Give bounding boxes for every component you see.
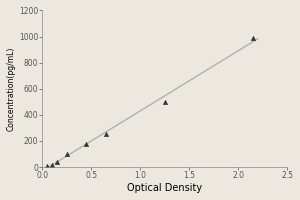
Point xyxy=(45,164,50,167)
Point xyxy=(64,152,69,156)
Point xyxy=(55,160,59,163)
Point xyxy=(162,100,167,103)
Y-axis label: Concentration(pg/mL): Concentration(pg/mL) xyxy=(7,47,16,131)
Point xyxy=(84,143,89,146)
X-axis label: Optical Density: Optical Density xyxy=(127,183,202,193)
Point xyxy=(250,36,255,39)
Point xyxy=(103,133,108,136)
Point xyxy=(50,163,55,166)
